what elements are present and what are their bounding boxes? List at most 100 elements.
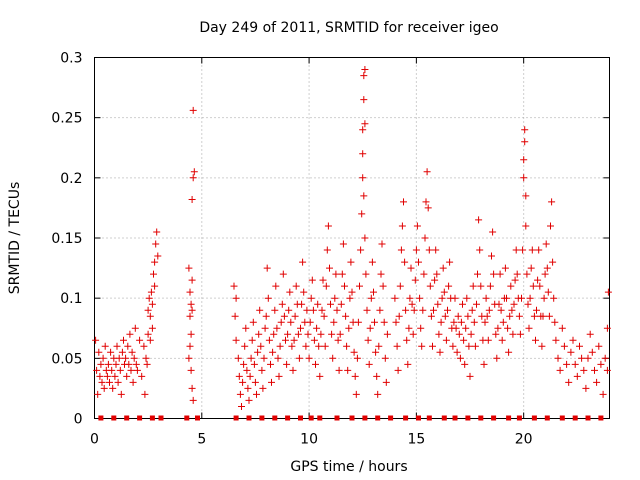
data-point xyxy=(379,282,387,290)
axis-ticks xyxy=(94,57,610,419)
y-tick-label: 0.05 xyxy=(51,351,82,367)
data-point xyxy=(258,366,266,374)
data-point xyxy=(370,288,377,296)
data-point xyxy=(335,366,343,374)
zero-value-marker xyxy=(285,415,291,421)
data-point xyxy=(509,330,517,338)
data-point xyxy=(357,246,365,254)
plot-frame xyxy=(94,57,610,419)
data-point xyxy=(404,360,412,368)
data-point xyxy=(142,354,150,362)
data-point xyxy=(130,354,138,362)
data-point xyxy=(267,360,274,368)
data-point xyxy=(526,294,534,302)
data-point xyxy=(322,282,330,290)
data-point xyxy=(232,294,240,302)
data-point xyxy=(122,354,130,362)
data-point xyxy=(277,318,285,326)
data-point xyxy=(584,354,592,362)
data-point xyxy=(120,336,127,344)
data-point xyxy=(320,312,328,320)
data-point xyxy=(516,330,524,338)
data-point xyxy=(248,336,256,344)
data-point xyxy=(461,360,469,368)
data-point xyxy=(347,258,355,266)
data-point xyxy=(333,306,341,314)
data-point xyxy=(446,258,454,266)
data-point xyxy=(112,360,120,368)
data-point xyxy=(332,270,340,278)
data-point xyxy=(493,354,501,362)
data-point xyxy=(376,306,384,314)
data-point xyxy=(530,312,538,320)
data-point xyxy=(366,324,374,332)
data-point xyxy=(535,246,543,254)
data-point xyxy=(403,336,411,344)
data-point xyxy=(189,106,197,114)
data-point xyxy=(260,354,268,362)
y-tick-label: 0.1 xyxy=(60,291,82,307)
data-point xyxy=(512,246,520,254)
data-point xyxy=(342,312,350,320)
data-point xyxy=(367,294,375,302)
zero-value-marker xyxy=(334,415,340,421)
zero-value-marker xyxy=(233,415,239,421)
data-point xyxy=(406,294,414,302)
data-point xyxy=(412,246,420,254)
data-point xyxy=(436,348,444,356)
data-point xyxy=(541,270,549,278)
data-point xyxy=(278,300,286,308)
zero-value-marker xyxy=(272,415,278,421)
data-point xyxy=(106,378,113,386)
data-point xyxy=(249,318,257,326)
data-point xyxy=(510,300,518,308)
data-point xyxy=(391,294,399,302)
data-point xyxy=(144,330,152,338)
data-point xyxy=(321,342,329,350)
data-point xyxy=(528,246,536,254)
data-point xyxy=(527,264,535,272)
zero-value-marker xyxy=(452,415,458,421)
data-point xyxy=(360,192,368,200)
zero-value-marker xyxy=(426,415,432,421)
zero-value-marker xyxy=(441,415,447,421)
zero-value-marker xyxy=(416,415,421,421)
data-point xyxy=(538,342,546,350)
data-point xyxy=(498,336,506,344)
data-point xyxy=(444,306,451,314)
data-point xyxy=(273,324,281,332)
data-point xyxy=(381,354,389,362)
zero-value-marker xyxy=(375,415,381,421)
data-point xyxy=(460,336,468,344)
zero-value-marker xyxy=(246,415,252,421)
data-point xyxy=(511,276,519,284)
data-point xyxy=(420,270,428,278)
data-point xyxy=(521,138,529,146)
data-point xyxy=(265,336,273,344)
zero-value-marker xyxy=(349,415,355,421)
zero-value-marker xyxy=(516,415,522,421)
data-point xyxy=(346,294,354,302)
data-point xyxy=(188,306,196,314)
data-point xyxy=(282,336,289,344)
data-point xyxy=(145,294,153,302)
grid-lines xyxy=(94,57,610,419)
data-point xyxy=(251,378,259,386)
data-point xyxy=(554,354,562,362)
data-point xyxy=(508,306,516,314)
data-point xyxy=(466,372,474,380)
data-point xyxy=(298,300,306,308)
data-point xyxy=(269,348,277,356)
data-point xyxy=(151,258,159,266)
data-point xyxy=(417,324,425,332)
data-point xyxy=(492,330,500,338)
data-point xyxy=(410,306,418,314)
data-point xyxy=(540,294,548,302)
data-point xyxy=(529,282,537,290)
data-point xyxy=(488,252,495,260)
data-point xyxy=(451,294,459,302)
data-point xyxy=(405,324,413,332)
data-point xyxy=(244,384,252,392)
data-point xyxy=(563,360,571,368)
x-tick-label: 15 xyxy=(407,432,425,448)
